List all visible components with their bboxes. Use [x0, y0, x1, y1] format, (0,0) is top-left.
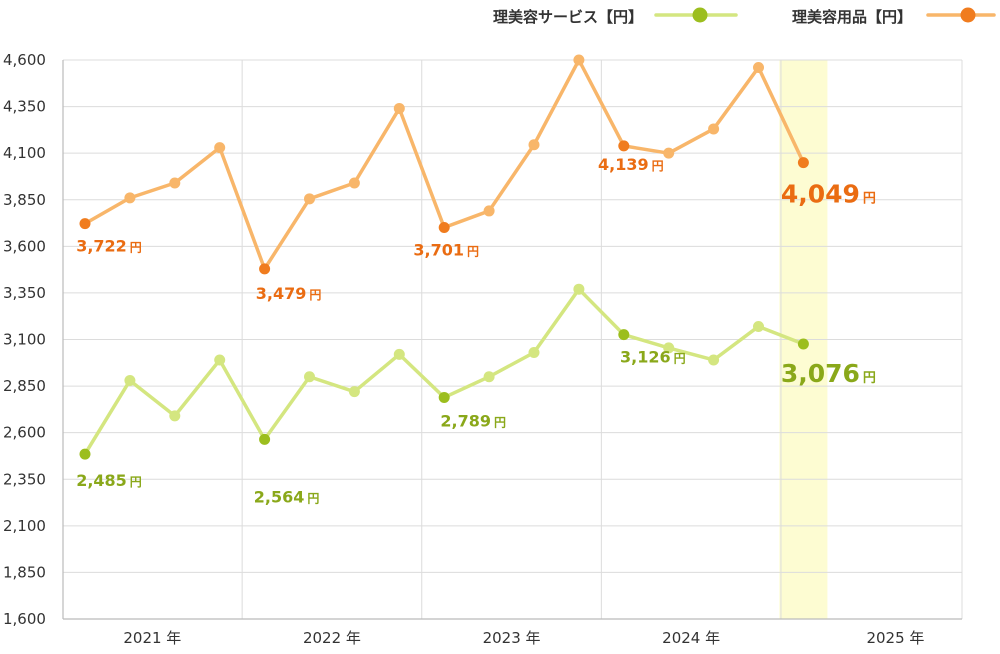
y-tick-label: 2,100: [3, 517, 46, 535]
series-point: [79, 218, 91, 230]
legend-label: 理美容用品【円】: [792, 8, 912, 26]
grid-layer: [63, 59, 963, 620]
data-label: 2,789 円: [440, 411, 506, 430]
series-point: [708, 123, 720, 135]
data-label-value: 3,126: [620, 348, 671, 367]
data-label-unit: 円: [130, 475, 142, 489]
series-point: [393, 348, 405, 360]
series-point: [169, 177, 181, 189]
y-tick-label: 2,600: [3, 424, 46, 442]
axis-layer: 1,600 1,850 2,100 2,350 2,600 2,850 3,100 3,350…: [3, 51, 962, 647]
data-label-unit: 円: [863, 192, 876, 207]
series-point: [348, 386, 360, 398]
series-point: [528, 139, 540, 151]
data-label: 3,126 円: [620, 348, 686, 367]
data-label-layer: 2,485 円2,564 円2,789 円3,126 円3,076 円3,722 円3,47…: [76, 155, 876, 506]
series-point: [259, 433, 271, 445]
x-tick-label: 2022 年: [303, 629, 361, 647]
legend-marker: [960, 7, 976, 23]
x-tick-label: 2025 年: [866, 629, 924, 647]
series-point: [259, 263, 271, 275]
series-point: [169, 410, 181, 422]
series-point: [438, 222, 450, 234]
y-tick-label: 2,350: [3, 470, 46, 488]
data-label-unit: 円: [494, 415, 506, 429]
y-tick-label: 4,100: [3, 144, 46, 162]
series-point: [79, 448, 91, 460]
series-point: [304, 193, 315, 205]
data-label-value: 3,722: [76, 237, 127, 256]
data-label-unit: 円: [863, 371, 876, 386]
series-point: [797, 157, 809, 169]
data-label-value: 2,789: [440, 411, 491, 430]
series-point: [708, 354, 720, 366]
series-point: [438, 391, 450, 403]
series-point: [483, 205, 495, 217]
y-tick-label: 3,350: [3, 284, 46, 302]
y-tick-label: 3,600: [3, 237, 46, 255]
series-point: [393, 102, 405, 114]
data-label: 2,485 円: [76, 471, 142, 490]
y-tick-label: 2,850: [3, 377, 46, 395]
x-tick-label: 2024 年: [662, 629, 720, 647]
legend: 理美容サービス【円】 理美容用品【円】: [493, 7, 996, 26]
data-label: 3,076 円: [781, 359, 876, 388]
series-point: [573, 54, 585, 66]
series-point: [124, 192, 136, 204]
series-point: [753, 61, 764, 73]
data-label: 3,701 円: [413, 241, 479, 260]
y-tick-label: 1,600: [3, 610, 46, 628]
series-point: [214, 142, 226, 154]
data-label-unit: 円: [309, 288, 321, 302]
legend-marker: [692, 7, 708, 23]
series-point: [304, 371, 315, 383]
x-tick-label: 2023 年: [483, 629, 541, 647]
data-label-unit: 円: [307, 491, 319, 505]
y-tick-label: 3,100: [3, 331, 46, 349]
data-label-value: 2,485: [76, 471, 127, 490]
data-label: 4,049 円: [781, 180, 876, 209]
x-tick-label: 2021 年: [123, 629, 181, 647]
series-point: [618, 329, 630, 341]
data-label-value: 3,701: [413, 241, 464, 260]
data-label: 3,479 円: [256, 284, 322, 303]
data-label-value: 3,479: [256, 284, 307, 303]
data-label: 4,139 円: [598, 155, 664, 174]
data-label-value: 2,564: [254, 487, 305, 506]
series-layer: [79, 54, 809, 460]
data-label: 3,722 円: [76, 237, 142, 256]
data-label-unit: 円: [674, 352, 686, 366]
y-tick-label: 3,850: [3, 191, 46, 209]
series-point: [663, 147, 675, 159]
y-tick-label: 4,600: [3, 51, 46, 69]
y-tick-label: 1,850: [3, 563, 46, 581]
data-label-unit: 円: [652, 159, 664, 173]
series-line: [83, 58, 806, 271]
series-point: [753, 320, 764, 332]
data-label: 2,564 円: [254, 487, 320, 506]
series-point: [663, 342, 675, 354]
data-label-value: 3,076: [781, 359, 860, 388]
series-point: [214, 354, 226, 366]
series-point: [573, 283, 585, 295]
series-point: [483, 371, 495, 383]
legend-label: 理美容サービス【円】: [493, 8, 643, 26]
series-point: [528, 347, 540, 359]
series-point: [124, 374, 136, 386]
data-label-value: 4,049: [781, 180, 860, 209]
series-point: [797, 338, 809, 350]
data-label-value: 4,139: [598, 155, 649, 174]
series-point: [618, 140, 630, 152]
data-label-unit: 円: [130, 241, 142, 255]
data-label-unit: 円: [467, 245, 479, 259]
series-point: [348, 177, 360, 189]
y-tick-label: 4,350: [3, 98, 46, 116]
